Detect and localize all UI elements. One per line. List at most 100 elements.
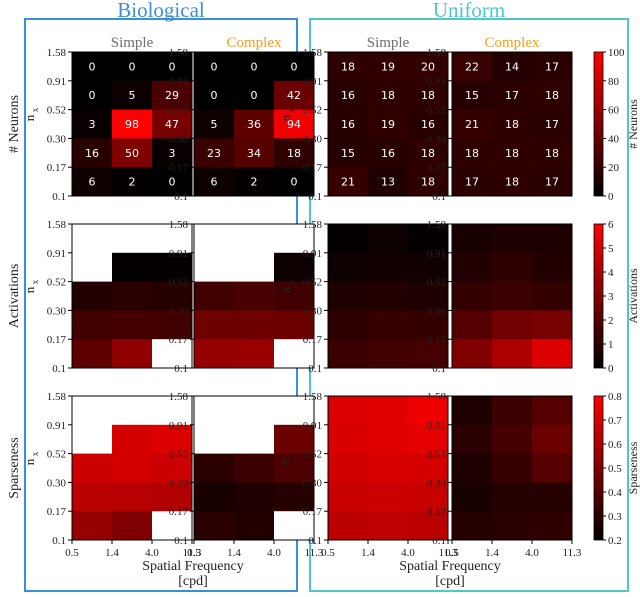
heatmap-cell bbox=[492, 167, 533, 197]
heatmap-cell bbox=[152, 252, 193, 282]
x-tick-label: 11.3 bbox=[183, 547, 202, 559]
y-tick-label: 0.91 bbox=[427, 248, 446, 260]
cell-value: 23 bbox=[207, 147, 221, 160]
y-tick-label: 1.58 bbox=[427, 391, 447, 403]
heatmap-cell bbox=[274, 252, 315, 282]
cell-value: 14 bbox=[505, 60, 519, 73]
heatmap-panel: 22 14 17 15 17 18 21 18 17 18 18 18 17 18 17 1.58 0.91 0.… bbox=[427, 47, 573, 203]
x-tick-label: 4.0 bbox=[525, 547, 539, 559]
x-axis-unit: [cpd] bbox=[435, 574, 465, 589]
panel-frame bbox=[451, 51, 573, 197]
heatmap-cell bbox=[152, 396, 193, 426]
cell-value: 16 bbox=[341, 118, 355, 131]
colorbar-tick-label: 0.2 bbox=[608, 535, 622, 547]
heatmap-cell bbox=[532, 396, 573, 426]
y-tick-label: 1.58 bbox=[303, 219, 323, 231]
heatmap-cell bbox=[368, 138, 409, 168]
y-axis-label: n bbox=[278, 458, 293, 465]
heatmap-cell bbox=[152, 453, 193, 483]
heatmap-cell bbox=[234, 167, 275, 197]
heatmap-cell bbox=[452, 281, 493, 311]
heatmap-cell bbox=[112, 281, 153, 311]
y-tick-label: 0.17 bbox=[427, 506, 447, 518]
heatmap-cell bbox=[492, 109, 533, 139]
heatmap-panel: 1.58 0.91 0.52 0.30 0.17 0.1 bbox=[427, 219, 573, 375]
heatmap-cell bbox=[72, 52, 113, 82]
x-tick-label: 11.3 bbox=[305, 547, 324, 559]
heatmap-cell bbox=[234, 482, 275, 512]
y-axis-label-subscript: x bbox=[30, 279, 40, 284]
cell-value: 13 bbox=[381, 176, 395, 189]
panel-title: Complex bbox=[227, 35, 282, 51]
cell-value: 16 bbox=[381, 147, 395, 160]
heatmap-panel: 1.58 0.91 0.52 0.30 0.17 0.10.5 1.4 4.0 11.3 bbox=[427, 391, 582, 559]
cell-value: 47 bbox=[165, 118, 179, 131]
y-tick-label: 0.52 bbox=[169, 277, 188, 289]
cell-value: 0 bbox=[89, 89, 96, 102]
heatmap-cell bbox=[492, 482, 533, 512]
y-axis-label: n bbox=[278, 286, 293, 293]
y-tick-label: 0.17 bbox=[169, 334, 189, 346]
colorbar-gradient bbox=[593, 51, 604, 197]
y-tick-label: 0.1 bbox=[308, 191, 322, 203]
heatmap-cell bbox=[274, 138, 315, 168]
y-tick-label: 0.91 bbox=[169, 76, 188, 88]
cell-value: 94 bbox=[287, 118, 301, 131]
y-tick-label: 1.58 bbox=[303, 391, 323, 403]
cell-value: 18 bbox=[545, 89, 559, 102]
heatmap-cell bbox=[194, 167, 235, 197]
heatmap-cell bbox=[492, 252, 533, 282]
colorbar-tick-label: 0 bbox=[608, 363, 614, 375]
heatmap-cell bbox=[274, 224, 315, 254]
cell-value: 0 bbox=[291, 176, 298, 189]
heatmap-cell bbox=[408, 167, 449, 197]
heatmap-cell bbox=[274, 52, 315, 82]
heatmap-cell bbox=[234, 80, 275, 110]
heatmap-cell bbox=[194, 453, 235, 483]
heatmap-cell bbox=[532, 167, 573, 197]
heatmap-cell bbox=[368, 453, 409, 483]
heatmap-cell bbox=[368, 281, 409, 311]
heatmap-cell bbox=[492, 396, 533, 426]
heatmap-cell bbox=[408, 224, 449, 254]
heatmap-cell bbox=[274, 281, 315, 311]
row-label: # Neurons bbox=[7, 95, 22, 153]
heatmap-cell bbox=[532, 281, 573, 311]
heatmap-cell bbox=[532, 453, 573, 483]
y-tick-label: 0.17 bbox=[47, 506, 67, 518]
cell-value: 5 bbox=[129, 89, 136, 102]
colorbar-tick-label: 20 bbox=[608, 162, 620, 174]
heatmap-cell bbox=[368, 424, 409, 454]
heatmap-cell bbox=[408, 138, 449, 168]
cell-value: 5 bbox=[211, 118, 218, 131]
cell-value: 2 bbox=[129, 176, 136, 189]
cell-value: 0 bbox=[89, 60, 96, 73]
y-tick-label: 0.30 bbox=[169, 305, 189, 317]
colorbar-tick-label: 100 bbox=[608, 47, 625, 59]
heatmap-cell bbox=[492, 424, 533, 454]
cell-value: 6 bbox=[211, 176, 218, 189]
y-tick-label: 0.52 bbox=[47, 277, 66, 289]
heatmap-cell bbox=[492, 224, 533, 254]
heatmap-cell bbox=[234, 310, 275, 340]
colorbar-tick-label: 40 bbox=[608, 133, 620, 145]
cell-value: 29 bbox=[165, 89, 179, 102]
y-tick-label: 0.30 bbox=[47, 133, 67, 145]
heatmap-cell bbox=[274, 482, 315, 512]
heatmap-cell bbox=[194, 138, 235, 168]
heatmap-cell bbox=[452, 80, 493, 110]
heatmap-cell bbox=[452, 252, 493, 282]
heatmap-cell bbox=[72, 80, 113, 110]
heatmap-cell bbox=[368, 109, 409, 139]
heatmap-cell bbox=[72, 424, 113, 454]
panel-frame bbox=[451, 395, 573, 541]
x-tick-label: 0.5 bbox=[187, 547, 201, 559]
y-tick-label: 0.30 bbox=[303, 305, 323, 317]
heatmap-cell bbox=[328, 511, 369, 541]
heatmap-cell bbox=[328, 224, 369, 254]
x-tick-label: 1.4 bbox=[361, 547, 375, 559]
heatmap-cell bbox=[492, 52, 533, 82]
cell-value: 50 bbox=[125, 147, 139, 160]
heatmap-cell bbox=[152, 424, 193, 454]
